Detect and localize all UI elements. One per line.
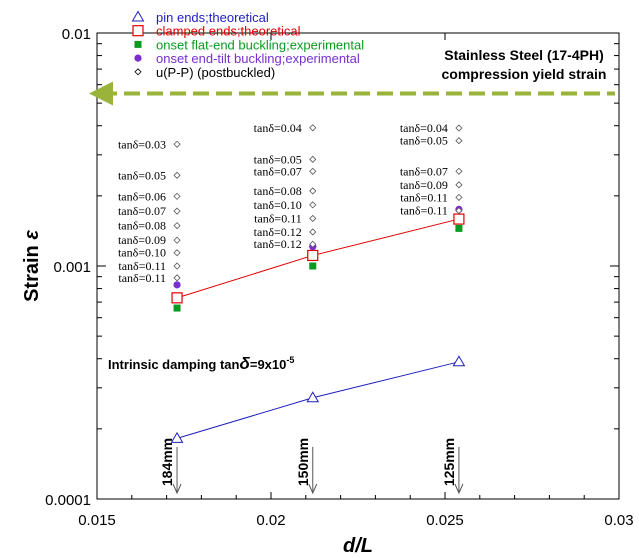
tan-delta-labels: tanδ=0.03tanδ=0.05tanδ=0.06tanδ=0.07tanδ… — [118, 121, 448, 285]
y-tick-label: 0.001 — [53, 259, 91, 276]
data-point — [171, 292, 183, 304]
x-tick-label: 0.015 — [78, 512, 116, 529]
length-arrow-head — [308, 483, 318, 495]
data-point — [309, 167, 317, 175]
data-point — [309, 240, 317, 248]
tan-delta-label: tanδ=0.11 — [254, 211, 302, 225]
length-arrow-head — [454, 483, 464, 495]
series-line-0 — [176, 361, 460, 439]
damping-note-exponent: -5 — [286, 355, 294, 365]
series-markers — [170, 124, 466, 443]
data-point — [173, 262, 181, 270]
tan-delta-label: tanδ=0.11 — [118, 259, 166, 273]
data-point — [173, 304, 181, 312]
tan-delta-label: tanδ=0.04 — [400, 121, 448, 135]
data-point — [452, 355, 466, 367]
data-point — [309, 214, 317, 223]
legend-label: clamped ends;theoretical — [156, 24, 301, 39]
tan-delta-label: tanδ=0.07 — [254, 164, 302, 178]
y-axis-label-text: Strain — [21, 240, 43, 302]
x-tick-label: 0.02 — [256, 512, 285, 529]
damping-note-value: =9x10 — [250, 357, 287, 372]
length-marker-label: 150mm — [295, 438, 311, 486]
tan-delta-label: tanδ=0.10 — [254, 198, 302, 212]
data-point — [455, 206, 463, 215]
y-tick-label: 0.01 — [62, 26, 91, 43]
tan-delta-label: tanδ=0.04 — [254, 121, 302, 135]
data-point — [309, 124, 317, 132]
tan-delta-label: tanδ=0.11 — [118, 271, 166, 285]
data-point — [307, 249, 319, 262]
tan-delta-label: tanδ=0.05 — [400, 134, 448, 148]
yield-label-line2: compression yield strain — [442, 66, 607, 82]
tan-delta-label: tanδ=0.09 — [118, 233, 166, 247]
data-point — [173, 236, 181, 244]
data-point — [309, 155, 317, 163]
tan-delta-label: tanδ=0.11 — [400, 204, 448, 218]
tan-delta-label: tanδ=0.09 — [400, 178, 448, 192]
legend-label: onset flat-end buckling;experimental — [156, 37, 364, 52]
data-point — [309, 262, 317, 270]
data-point — [173, 281, 181, 289]
legend-label: onset end-tilt buckling;experimental — [156, 51, 360, 66]
data-point — [173, 192, 181, 200]
data-point — [309, 201, 317, 209]
x-tick-label: 0.025 — [426, 512, 464, 529]
data-point — [309, 187, 317, 195]
y-axis-label-symbol: ε — [21, 230, 43, 240]
data-point — [455, 167, 463, 175]
legend-label: pin ends;theoretical — [156, 10, 269, 25]
legend-marker — [131, 10, 145, 22]
length-marker-label: 184mm — [159, 438, 175, 486]
damping-note-symbol: δ — [239, 354, 250, 373]
tan-delta-label: tanδ=0.05 — [254, 152, 302, 166]
tan-delta-label: tanδ=0.07 — [400, 164, 448, 178]
tan-delta-label: tanδ=0.06 — [118, 189, 166, 203]
tan-delta-label: tanδ=0.03 — [118, 137, 166, 151]
data-point — [455, 124, 463, 132]
x-tick-label: 0.03 — [604, 512, 633, 529]
data-point — [170, 431, 184, 443]
data-point — [173, 140, 181, 148]
data-point — [453, 213, 465, 225]
yield-label-line1: Stainless Steel (17-4PH) — [444, 47, 604, 63]
x-axis-ticks: 0.015 0.02 0.025 0.03 — [78, 33, 634, 529]
data-point — [309, 228, 317, 236]
damping-note-prefix: Intrinsic damping tan — [108, 357, 240, 372]
tan-delta-label: tanδ=0.07 — [118, 204, 166, 218]
legend-label: u(P-P) (postbuckled) — [156, 65, 275, 80]
tan-delta-label: tanδ=0.12 — [254, 225, 302, 239]
data-point — [173, 207, 181, 215]
tan-delta-label: tanδ=0.11 — [400, 190, 448, 204]
length-marker-label: 125mm — [441, 438, 457, 486]
data-point — [455, 181, 463, 189]
y-axis-label: Strain ε — [21, 230, 43, 302]
x-axis-label: d/L — [343, 535, 373, 557]
length-markers: 184mm 150mm 125mm — [159, 438, 464, 495]
length-arrow-head — [172, 483, 182, 495]
data-point — [173, 222, 181, 230]
svg-text:Strain ε: Strain ε — [21, 230, 43, 302]
data-point — [173, 274, 181, 282]
data-point — [455, 193, 463, 201]
data-point — [455, 224, 463, 232]
tan-delta-label: tanδ=0.05 — [118, 168, 166, 182]
legend-marker — [134, 40, 142, 48]
legend-marker — [132, 25, 144, 37]
y-tick-label: 0.0001 — [45, 492, 91, 509]
damping-note: Intrinsic damping tanδ=9x10-5 — [108, 354, 294, 373]
data-point — [173, 171, 181, 179]
data-point — [173, 249, 181, 257]
y-axis-ticks: 0.0001 0.001 0.01 — [45, 26, 619, 509]
tan-delta-label: tanδ=0.12 — [254, 237, 302, 251]
data-point — [306, 391, 320, 403]
tan-delta-label: tanδ=0.10 — [118, 246, 166, 260]
data-point — [455, 137, 463, 145]
legend-marker — [134, 68, 142, 76]
tan-delta-label: tanδ=0.08 — [254, 184, 302, 198]
tan-delta-label: tanδ=0.08 — [118, 219, 166, 233]
legend-marker — [134, 54, 142, 62]
